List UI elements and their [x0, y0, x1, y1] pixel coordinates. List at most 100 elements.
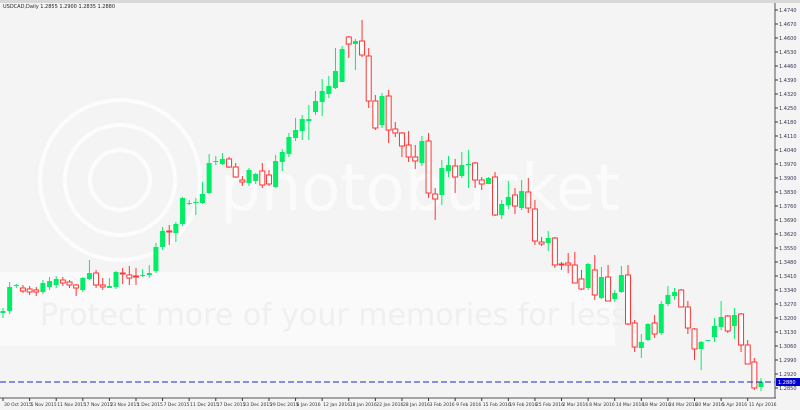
candle-body [651, 322, 658, 335]
candle-body [478, 179, 485, 185]
candle [505, 181, 511, 209]
candle-body [724, 315, 731, 332]
candle [519, 180, 525, 210]
time-tick-label: 12 Jan 2016 [323, 402, 350, 408]
candle-body [273, 161, 279, 187]
candle-body [385, 95, 392, 131]
time-tick-label: 18 Mar 2016 [642, 402, 671, 408]
candle-body [591, 269, 598, 296]
candle [571, 252, 578, 284]
price-tick-label: 1.4320 [779, 92, 797, 98]
candle-body [452, 165, 459, 178]
candle-body [605, 276, 612, 302]
candle-body [565, 262, 572, 266]
candle-body [758, 382, 764, 387]
price-tick-label: 1.4600 [779, 36, 797, 42]
price-tick-label: 1.3620 [779, 232, 797, 238]
candle [485, 177, 491, 184]
price-axis: 1.4740 1.4670 1.4600 1.4530 1.4460 1.4390 1.43… [775, 8, 797, 392]
candle-body [286, 137, 292, 154]
time-tick-label: 7 Dec 2015 [164, 402, 190, 408]
current-price-label: 1.2880 [776, 378, 800, 386]
candle [160, 227, 166, 250]
candle [432, 188, 439, 220]
time-tick-label: 14 Mar 2016 [616, 402, 645, 408]
candle-body [93, 272, 100, 286]
candle-body [259, 170, 266, 186]
price-tick-label: 1.3060 [779, 344, 797, 350]
candle-body [80, 278, 86, 290]
candle [718, 301, 724, 330]
candle [146, 265, 152, 278]
price-tick-label: 1.4530 [779, 50, 797, 56]
candle [173, 222, 179, 242]
candle [658, 301, 664, 335]
candle-body [326, 86, 332, 94]
price-tick-label: 1.4460 [779, 64, 797, 70]
candle-body [625, 274, 632, 325]
candle [186, 200, 192, 205]
price-tick-label: 1.3270 [779, 302, 797, 308]
candle [385, 90, 392, 143]
candle [459, 152, 465, 178]
candles [0, 20, 764, 391]
candle-body [365, 55, 372, 102]
candle [511, 188, 518, 214]
candle [392, 122, 399, 137]
candle [86, 260, 92, 280]
candle [465, 150, 471, 188]
candle [691, 328, 698, 360]
candle [259, 163, 266, 188]
candle [565, 253, 572, 273]
candle [379, 93, 385, 128]
candle-body [425, 140, 432, 194]
price-tick-label: 1.3900 [779, 176, 797, 182]
time-tick-label: 19 Feb 2016 [509, 402, 537, 408]
candle-body [180, 198, 186, 224]
price-tick-label: 1.4390 [779, 78, 797, 84]
candle [445, 156, 451, 177]
watermark-banner-text: Protect more of your memories for less! [40, 298, 639, 333]
candle [339, 46, 345, 82]
current-price-value: 1.2880 [778, 380, 796, 386]
candle-body [472, 162, 479, 181]
candle [319, 79, 325, 116]
candle-body [352, 41, 358, 44]
candle-body [40, 283, 46, 292]
candle-body [299, 119, 305, 131]
candle-body [166, 230, 173, 233]
candle [19, 285, 26, 293]
candle-body [711, 326, 717, 337]
candle [113, 271, 119, 289]
candle [531, 200, 538, 245]
time-tick-label: 17 Dec 2015 [217, 402, 246, 408]
candle [166, 225, 173, 245]
candle [684, 301, 691, 334]
candle [672, 288, 678, 300]
candle [705, 340, 711, 341]
candle [66, 280, 73, 288]
price-tick-label: 1.2990 [779, 358, 797, 364]
candle [478, 177, 485, 190]
candle-body [73, 284, 80, 289]
candle-body [372, 100, 379, 129]
candle-body [598, 277, 604, 298]
candle [40, 280, 46, 294]
candle-body [492, 176, 499, 216]
candle-body [239, 179, 246, 183]
candle [758, 378, 764, 391]
candle [73, 284, 80, 296]
candle-body [631, 322, 638, 348]
candle [578, 270, 585, 290]
candle-body [7, 287, 13, 311]
price-tick-label: 1.3410 [779, 274, 797, 280]
candle [744, 340, 751, 365]
candle-body [744, 344, 751, 365]
candle [213, 156, 219, 165]
candle-body [705, 340, 711, 341]
candle [253, 173, 259, 184]
candle-body [398, 132, 405, 147]
price-tick-label: 1.4040 [779, 148, 797, 154]
candle [698, 341, 704, 370]
candle-body [519, 191, 525, 208]
